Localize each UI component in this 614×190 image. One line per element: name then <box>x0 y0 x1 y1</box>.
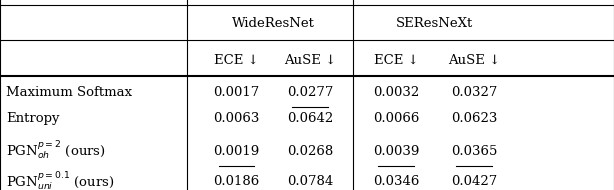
Text: ECE ↓: ECE ↓ <box>374 53 418 66</box>
Text: PGN$^{p=0.1}_{uni}$ (ours): PGN$^{p=0.1}_{uni}$ (ours) <box>6 170 115 190</box>
Text: 0.0346: 0.0346 <box>373 175 419 188</box>
Text: PGN$^{p=2}_{oh}$ (ours): PGN$^{p=2}_{oh}$ (ours) <box>6 140 106 162</box>
Text: AuSE ↓: AuSE ↓ <box>448 53 500 66</box>
Text: Entropy: Entropy <box>6 112 60 125</box>
Text: 0.0019: 0.0019 <box>213 145 260 158</box>
Text: 0.0427: 0.0427 <box>451 175 497 188</box>
Text: 0.0017: 0.0017 <box>213 86 260 99</box>
Text: 0.0327: 0.0327 <box>451 86 497 99</box>
Text: ECE ↓: ECE ↓ <box>214 53 258 66</box>
Text: 0.0066: 0.0066 <box>373 112 419 125</box>
Text: WideResNet: WideResNet <box>232 17 314 30</box>
Text: 0.0623: 0.0623 <box>451 112 497 125</box>
Text: SEResNeXt: SEResNeXt <box>396 17 473 30</box>
Text: 0.0063: 0.0063 <box>213 112 260 125</box>
Text: 0.0032: 0.0032 <box>373 86 419 99</box>
Text: 0.0784: 0.0784 <box>287 175 333 188</box>
Text: 0.0039: 0.0039 <box>373 145 419 158</box>
Text: Maximum Softmax: Maximum Softmax <box>6 86 132 99</box>
Text: 0.0186: 0.0186 <box>213 175 260 188</box>
Text: 0.0277: 0.0277 <box>287 86 333 99</box>
Text: 0.0365: 0.0365 <box>451 145 497 158</box>
Text: AuSE ↓: AuSE ↓ <box>284 53 336 66</box>
Text: 0.0642: 0.0642 <box>287 112 333 125</box>
Text: 0.0268: 0.0268 <box>287 145 333 158</box>
